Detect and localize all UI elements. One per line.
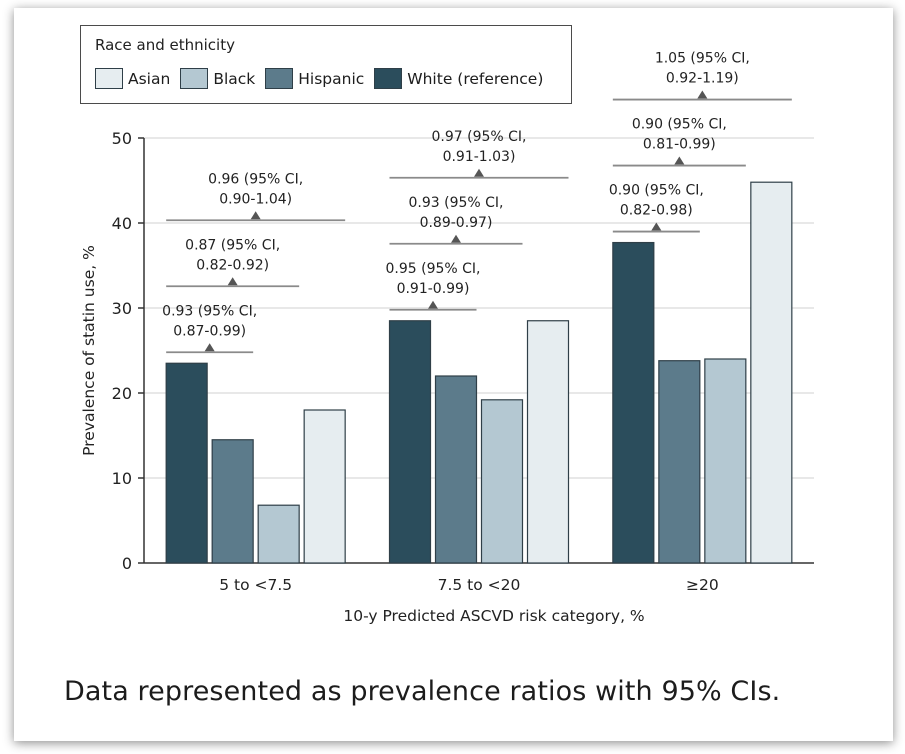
- legend-label-asian: Asian: [128, 69, 171, 88]
- legend-item-black: Black: [180, 68, 255, 89]
- legend-item-hispanic: Hispanic: [265, 68, 364, 89]
- y-tick-label-40: 40: [112, 214, 132, 233]
- legend-swatch-asian: [95, 68, 123, 89]
- legend: Race and ethnicity Asian Black Hispanic …: [80, 25, 572, 104]
- legend-item-asian: Asian: [95, 68, 170, 89]
- y-tick-label-10: 10: [112, 469, 132, 488]
- y-axis-label: Prevalence of statin use, %: [80, 245, 98, 456]
- bar-white-1: [388, 320, 432, 564]
- y-tick-label-50: 50: [112, 129, 132, 148]
- ci-marker-0-0: [204, 343, 215, 352]
- ci-label-2-2-a: 1.05 (95% CI,: [655, 51, 750, 67]
- ci-marker-2-0: [651, 222, 662, 231]
- ci-label-0-2-b: 0.90-1.04): [219, 191, 292, 207]
- bar-asian-2: [750, 181, 793, 564]
- ci-label-2-1-a: 0.90 (95% CI,: [632, 117, 727, 133]
- bar-hispanic-2: [658, 360, 701, 564]
- ci-marker-2-2: [697, 90, 708, 99]
- legend-title: Race and ethnicity: [95, 36, 235, 54]
- ci-label-1-2-a: 0.97 (95% CI,: [431, 129, 526, 145]
- ci-label-2-0-a: 0.90 (95% CI,: [609, 183, 704, 199]
- ci-label-2-1-b: 0.81-0.99): [643, 137, 716, 153]
- ci-label-1-2-b: 0.91-1.03): [443, 149, 516, 165]
- ci-marker-1-1: [451, 234, 461, 243]
- bar-asian-1: [526, 320, 570, 564]
- x-axis-label: 10-y Predicted ASCVD risk category, %: [343, 607, 644, 625]
- ci-label-2-0-b: 0.82-0.98): [620, 203, 693, 219]
- bar-asian-0: [303, 409, 346, 564]
- ci-marker-1-2: [474, 168, 484, 177]
- x-tick-label-1: 7.5 to <20: [438, 576, 521, 594]
- bar-chart: 0 10 20 30 40 50 Prevalence of statin use, % 10…: [80, 51, 814, 625]
- ci-marker-2-1: [674, 156, 685, 165]
- ci-label-2-2-b: 0.92-1.19): [666, 71, 739, 87]
- ci-label-1-1-b: 0.89-0.97): [420, 215, 493, 231]
- ci-label-1-0-b: 0.91-0.99): [397, 281, 470, 297]
- legend-label-black: Black: [213, 69, 256, 88]
- legend-label-hispanic: Hispanic: [298, 69, 365, 88]
- bar-white-0: [165, 362, 208, 564]
- ci-label-0-0-b: 0.87-0.99): [173, 323, 246, 339]
- ci-label-0-0-a: 0.93 (95% CI,: [162, 303, 257, 319]
- legend-swatch-white: [374, 68, 403, 89]
- ci-marker-0-1: [227, 277, 238, 286]
- legend-items: Asian Black Hispanic White (reference): [95, 68, 553, 89]
- bar-black-0: [257, 504, 300, 564]
- legend-swatch-hispanic: [265, 68, 294, 89]
- y-tick-label-30: 30: [112, 299, 132, 318]
- bar-white-2: [612, 241, 655, 564]
- ci-label-0-2-a: 0.96 (95% CI,: [208, 171, 303, 187]
- ci-marker-0-2: [250, 211, 261, 220]
- x-tick-label-2: ≥20: [686, 576, 719, 594]
- ci-label-0-1-b: 0.82-0.92): [196, 257, 269, 273]
- bar-black-2: [704, 358, 747, 564]
- ci-label-0-1-a: 0.87 (95% CI,: [185, 237, 280, 253]
- legend-swatch-black: [180, 68, 209, 89]
- y-tick-label-20: 20: [112, 384, 132, 403]
- x-tick-label-0: 5 to <7.5: [219, 576, 292, 594]
- ci-label-1-1-a: 0.93 (95% CI,: [408, 195, 503, 211]
- caption: Data represented as prevalence ratios wi…: [64, 676, 781, 707]
- figure-frame: 0 10 20 30 40 50 Prevalence of statin use, % 10…: [14, 8, 893, 741]
- ci-label-1-0-a: 0.95 (95% CI,: [385, 261, 480, 277]
- legend-label-white: White (reference): [407, 69, 544, 88]
- bar-hispanic-1: [434, 375, 478, 564]
- bar-black-1: [480, 399, 524, 564]
- legend-item-white: White (reference): [374, 68, 543, 89]
- ci-marker-1-0: [428, 300, 438, 309]
- bar-hispanic-0: [211, 439, 254, 564]
- y-tick-label-0: 0: [122, 554, 132, 573]
